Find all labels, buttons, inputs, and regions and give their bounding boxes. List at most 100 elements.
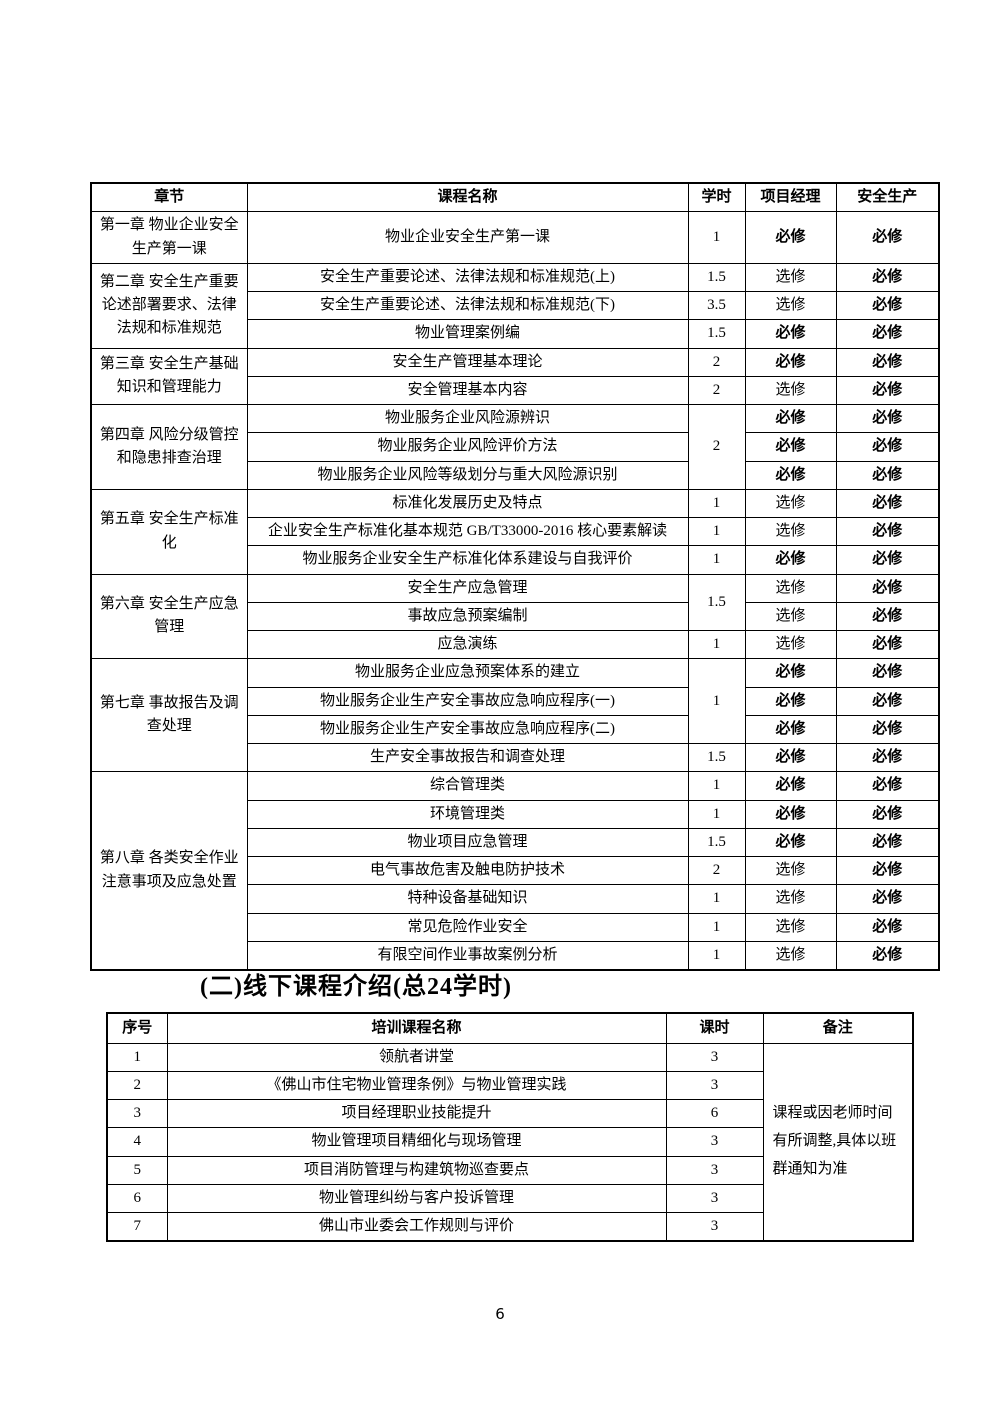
safety-cell: 必修 [835,629,940,660]
no-cell: 6 [106,1183,168,1214]
hours-cell: 1 [687,488,746,519]
pm-cell: 必修 [744,319,837,349]
table-row: 1 领航者讲堂 3 课程或因老师时间有所调整,具体以班群通知为准 [106,1042,914,1242]
hours-cell: 3 [665,1127,764,1157]
safety-cell: 必修 [835,290,940,321]
table-row: 5 项目消防管理与构建筑物巡查要点 3 [106,1155,913,1185]
table-row: 物业服务企业生产安全事故应急响应程序(二) 必修 必修 [91,714,940,745]
no-cell: 2 [106,1070,168,1101]
hours-cell: 1 [687,545,746,575]
pm-cell: 必修 [744,403,837,434]
safety-cell: 必修 [835,714,940,745]
table-row: 7 佛山市业委会工作规则与评价 3 [106,1212,913,1242]
safety-cell: 必修 [835,855,940,886]
course-cell: 环境管理类 [246,799,689,829]
course-cell: 物业服务企业风险等级划分与重大风险源识别 [246,460,689,490]
column-header-hours: 课时 [665,1012,764,1044]
safety-cell: 必修 [835,545,940,575]
pm-cell: 必修 [744,211,837,264]
safety-cell: 必修 [835,488,940,519]
hours-cell: 2 [687,347,746,377]
hours-cell: 1.5 [687,827,746,858]
course-cell: 物业服务企业生产安全事故应急响应程序(二) [246,714,689,745]
table-row: 生产安全事故报告和调查处理 1.5 必修 必修 [91,742,940,773]
column-header-course: 课程名称 [246,182,689,213]
no-cell: 4 [106,1127,168,1157]
course-cell: 物业服务企业风险源辨识 [246,403,689,434]
pm-cell: 必修 [744,799,837,829]
table-row: 常见危险作业安全 1 选修 必修 [91,912,940,942]
table-row: 物业项目应急管理 1.5 必修 必修 [91,827,940,858]
hours-cell: 1 [687,658,746,744]
course-cell: 安全管理基本内容 [246,375,689,406]
hours-cell: 1.5 [687,262,746,293]
course-cell: 物业服务企业应急预案体系的建立 [246,658,689,688]
safety-cell: 必修 [835,460,940,490]
course-cell: 安全生产重要论述、法律法规和标准规范(下) [246,290,689,321]
pm-cell: 必修 [744,545,837,575]
safety-cell: 必修 [835,516,940,547]
table-row: 物业服务企业生产安全事故应急响应程序(一) 必修 必修 [91,686,940,716]
course-cell: 物业服务企业安全生产标准化体系建设与自我评价 [246,545,689,575]
hours-cell: 3 [665,1155,764,1185]
page-number: 6 [495,1305,505,1323]
safety-cell: 必修 [835,375,940,406]
pm-cell: 选修 [744,940,837,971]
safety-cell: 必修 [835,658,940,688]
safety-cell: 必修 [835,799,940,829]
chapter-cell: 第四章 风险分级管控和隐患排查治理 [90,404,248,490]
table-row: 第一章 物业企业安全生产第一课 物业企业安全生产第一课 1 必修 必修 [90,211,940,264]
safety-cell: 必修 [835,912,940,942]
course-cell: 标准化发展历史及特点 [246,488,689,519]
hours-cell: 3 [665,1070,764,1101]
course-cell: 有限空间作业事故案例分析 [246,940,689,971]
course-cell: 物业项目应急管理 [246,827,689,858]
pm-cell: 选修 [744,375,837,406]
chapter-cell: 第三章 安全生产基础知识和管理能力 [90,347,248,405]
pm-cell: 必修 [744,686,837,716]
course-cell: 综合管理类 [246,771,689,801]
table-row: 第三章 安全生产基础知识和管理能力 安全生产管理基本理论 2 必修 必修 [90,347,940,405]
hours-cell: 3.5 [687,290,746,321]
table-row: 2 《佛山市住宅物业管理条例》与物业管理实践 3 [106,1070,913,1101]
hours-cell: 1 [687,771,746,801]
course-cell: 企业安全生产标准化基本规范 GB/T33000-2016 核心要素解读 [246,516,689,547]
course-cell: 物业服务企业风险评价方法 [246,432,689,462]
column-header-safety: 安全生产 [835,182,940,213]
hours-cell: 1 [687,516,746,547]
offline-course-table: 序号 培训课程名称 课时 备注 1 领航者讲堂 3 课程或因老师时间有所调整,具… [106,1012,914,1243]
table-row: 第六章 安全生产应急管理 安全生产应急管理 1.5 选修 必修 [90,573,940,660]
course-cell: 领航者讲堂 [166,1042,667,1072]
safety-cell: 必修 [835,940,940,971]
pm-cell: 必修 [744,347,837,377]
hours-cell: 1 [687,799,746,829]
table-row: 企业安全生产标准化基本规范 GB/T33000-2016 核心要素解读 1 选修… [91,516,940,547]
table-row: 环境管理类 1 必修 必修 [91,799,940,829]
hours-cell: 1 [687,211,746,264]
hours-cell: 3 [665,1183,764,1214]
safety-cell: 必修 [835,827,940,858]
table-row: 有限空间作业事故案例分析 1 选修 必修 [91,940,940,971]
course-cell: 安全生产应急管理 [246,573,689,603]
table-row: 第四章 风险分级管控和隐患排查治理 物业服务企业风险源辨识 2 必修 必修 [90,403,940,490]
hours-cell: 3 [665,1212,764,1242]
pm-cell: 选修 [744,884,837,914]
course-cell: 佛山市业委会工作规则与评价 [166,1212,667,1242]
course-cell: 物业企业安全生产第一课 [246,211,689,264]
pm-cell: 选修 [744,601,837,632]
safety-cell: 必修 [835,347,940,377]
column-header-hours: 学时 [687,182,746,213]
column-header-no: 序号 [106,1012,168,1044]
course-cell: 物业服务企业生产安全事故应急响应程序(一) [246,686,689,716]
no-cell: 5 [106,1155,168,1185]
table-row: 特种设备基础知识 1 选修 必修 [91,884,940,914]
hours-cell: 6 [665,1098,764,1129]
online-course-table: 章节 课程名称 学时 项目经理 安全生产 第一章 物业企业安全生产第一课 物业企… [90,182,940,971]
safety-cell: 必修 [835,211,940,264]
course-cell: 常见危险作业安全 [246,912,689,942]
safety-cell: 必修 [835,403,940,434]
hours-cell: 1 [687,912,746,942]
table-row: 4 物业管理项目精细化与现场管理 3 [106,1127,913,1157]
column-header-pm: 项目经理 [744,182,837,213]
column-header-course: 培训课程名称 [166,1012,667,1044]
